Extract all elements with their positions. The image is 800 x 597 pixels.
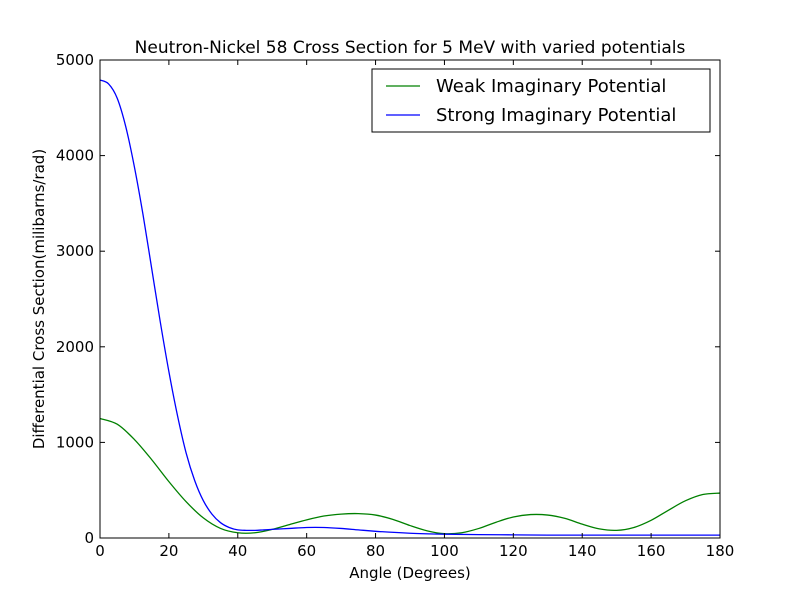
x-tick-label: 80 bbox=[366, 542, 385, 560]
y-tick-label: 1000 bbox=[56, 433, 94, 451]
y-tick-label: 0 bbox=[84, 529, 94, 547]
x-tick-label: 60 bbox=[297, 542, 316, 560]
ticks-layer: 0 20 40 60 80 100 120 140 160 180 0 1000 2000 3000 400… bbox=[56, 51, 735, 560]
series-line-weak bbox=[99, 417, 721, 535]
y-tick-label: 2000 bbox=[56, 338, 94, 356]
x-tick-label: 120 bbox=[499, 542, 528, 560]
y-axis-label: Differential Cross Section(milibarns/rad… bbox=[30, 149, 48, 449]
x-tick-label: 100 bbox=[430, 542, 459, 560]
axes-frame bbox=[99, 59, 721, 539]
legend-box bbox=[371, 68, 711, 133]
x-tick-label: 40 bbox=[228, 542, 247, 560]
x-tick-label: 140 bbox=[568, 542, 597, 560]
legend: Weak Imaginary Potential Strong Imaginar… bbox=[371, 68, 711, 133]
x-tick-label: 180 bbox=[706, 542, 735, 560]
y-tick-label: 4000 bbox=[56, 147, 94, 165]
x-tick-label: 20 bbox=[159, 542, 178, 560]
x-axis-label: Angle (Degrees) bbox=[349, 564, 471, 582]
x-tick-label: 0 bbox=[95, 542, 105, 560]
x-tick-label: 160 bbox=[637, 542, 666, 560]
chart-title: Neutron-Nickel 58 Cross Section for 5 Me… bbox=[135, 38, 686, 58]
legend-label-strong: Strong Imaginary Potential bbox=[436, 105, 676, 126]
y-tick-label: 3000 bbox=[56, 242, 94, 260]
y-tick-label: 5000 bbox=[56, 51, 94, 69]
legend-label-weak: Weak Imaginary Potential bbox=[436, 76, 666, 97]
